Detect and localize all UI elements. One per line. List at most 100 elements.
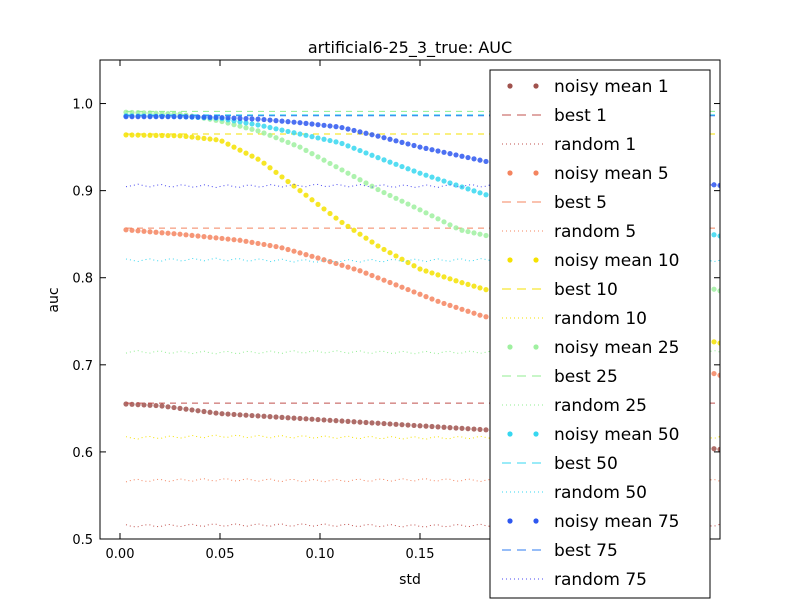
data-point xyxy=(165,132,171,139)
data-point xyxy=(129,401,135,407)
legend-item: best 50 xyxy=(502,454,618,474)
data-point xyxy=(369,152,375,158)
data-point xyxy=(219,114,225,121)
data-point xyxy=(417,207,423,213)
data-point xyxy=(267,117,273,123)
data-point xyxy=(483,427,489,433)
data-point xyxy=(159,114,165,120)
data-point xyxy=(333,418,339,424)
series-random-75 xyxy=(125,183,720,189)
data-point xyxy=(255,413,261,419)
data-point xyxy=(261,160,267,166)
data-point xyxy=(411,168,417,174)
data-point xyxy=(285,415,291,421)
data-point xyxy=(183,133,189,140)
data-point xyxy=(309,253,315,259)
data-point xyxy=(447,222,453,228)
data-point xyxy=(303,416,309,422)
data-point xyxy=(381,420,387,427)
data-point xyxy=(303,132,309,138)
legend-label: noisy mean 1 xyxy=(554,77,669,97)
legend-label: noisy mean 5 xyxy=(554,164,669,184)
data-point xyxy=(213,410,219,416)
y-tick-label: 0.9 xyxy=(72,185,93,200)
legend-box xyxy=(489,69,711,599)
data-point xyxy=(387,279,393,286)
data-point xyxy=(201,408,207,415)
y-tick-label: 0.8 xyxy=(72,272,93,287)
legend-item: noisy mean 5 xyxy=(507,164,669,184)
data-point xyxy=(465,281,471,288)
data-point xyxy=(297,131,303,137)
data-point xyxy=(237,412,243,418)
legend-marker xyxy=(533,83,539,89)
data-point xyxy=(357,419,363,425)
data-point xyxy=(465,154,471,161)
data-point xyxy=(459,227,465,233)
data-point xyxy=(375,133,381,139)
data-point xyxy=(339,167,345,173)
data-point xyxy=(369,272,375,279)
data-point xyxy=(123,401,129,407)
data-point xyxy=(165,230,171,236)
legend-marker xyxy=(533,431,539,437)
data-point xyxy=(291,415,297,421)
data-point xyxy=(183,232,189,238)
data-point xyxy=(279,137,285,143)
data-point xyxy=(225,411,231,417)
data-point xyxy=(477,426,483,433)
data-point xyxy=(315,122,321,128)
data-point xyxy=(243,412,249,418)
data-point xyxy=(267,124,273,131)
data-point xyxy=(273,118,279,124)
y-axis-label: auc xyxy=(46,287,62,312)
data-point xyxy=(351,266,357,272)
legend-label: random 25 xyxy=(554,396,647,416)
data-point xyxy=(447,276,453,282)
data-point xyxy=(219,138,225,144)
legend-label: noisy mean 10 xyxy=(554,251,679,271)
data-point xyxy=(123,132,129,138)
data-point xyxy=(333,215,339,221)
data-point xyxy=(435,148,441,154)
data-point xyxy=(357,231,363,237)
data-point xyxy=(261,123,267,129)
data-point xyxy=(243,120,249,126)
data-point xyxy=(423,268,429,274)
data-point xyxy=(711,370,717,377)
data-point xyxy=(201,135,207,141)
data-point xyxy=(393,282,399,288)
data-point xyxy=(471,230,477,236)
y-tick-label: 0.7 xyxy=(72,359,93,374)
data-point xyxy=(267,242,273,249)
data-point xyxy=(411,263,417,269)
data-point xyxy=(315,201,321,207)
data-point xyxy=(339,219,345,226)
data-point xyxy=(453,152,459,158)
data-point xyxy=(279,245,285,251)
data-point xyxy=(429,213,435,219)
legend-item: best 10 xyxy=(502,280,618,300)
data-point xyxy=(255,122,261,128)
y-axis: 0.5 0.6 0.7 0.8 0.9 1.0 xyxy=(72,98,720,548)
data-point xyxy=(333,164,339,170)
legend-label: random 5 xyxy=(554,222,636,242)
legend-marker xyxy=(507,257,513,263)
data-point xyxy=(129,114,135,120)
data-point xyxy=(273,135,279,141)
data-point xyxy=(387,136,393,142)
data-point xyxy=(375,186,381,193)
data-point xyxy=(411,422,417,429)
data-point xyxy=(183,114,189,120)
data-point xyxy=(381,246,387,253)
legend-label: random 10 xyxy=(554,309,647,329)
data-point xyxy=(429,296,435,302)
data-point xyxy=(375,243,381,249)
data-point xyxy=(711,182,717,188)
data-point xyxy=(207,409,213,415)
data-point xyxy=(279,118,285,124)
data-point xyxy=(303,252,309,258)
data-point xyxy=(417,423,423,429)
data-point xyxy=(297,415,303,422)
